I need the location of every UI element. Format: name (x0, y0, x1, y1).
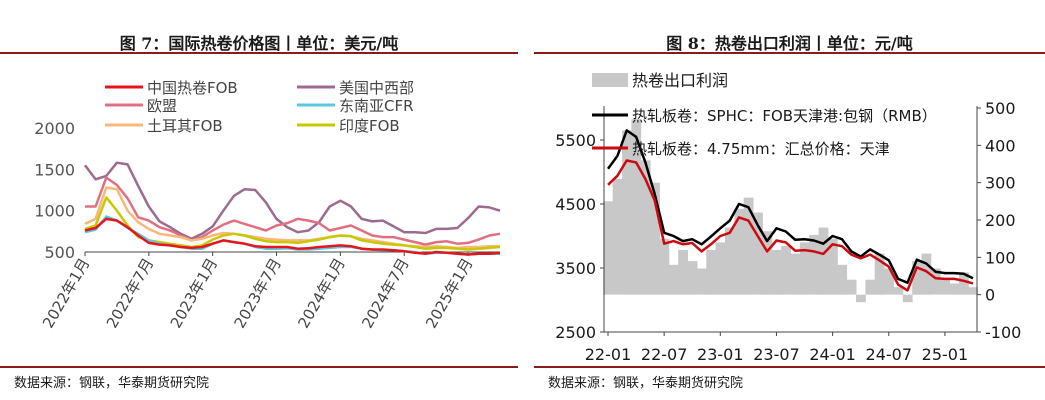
series-line (606, 129, 974, 284)
y-tick-label: 2000 (34, 119, 75, 138)
profit-bar (603, 201, 614, 295)
legend-label: 欧盟 (147, 97, 177, 115)
profit-bar (940, 279, 951, 295)
legend-label: 东南亚CFR (339, 97, 414, 115)
series-line (85, 176, 501, 246)
y-tick-label: 1000 (34, 202, 75, 221)
profit-bar (668, 264, 679, 295)
x-tick-label: 2023年1月 (167, 255, 221, 331)
profit-bar (846, 279, 857, 295)
profit-bar (790, 253, 801, 295)
profit-bar (968, 287, 979, 295)
right-chart-svg: 5500 4500 3500 2500 500 400 300 200 100 0 -100 22-0… (555, 71, 1021, 364)
legend-label: 土耳其FOB (147, 117, 223, 135)
y-tick-label: 2500 (555, 323, 596, 342)
profit-bar (612, 178, 623, 295)
x-tick-label: 23-01 (697, 345, 744, 364)
x-tick-label: 24-01 (809, 345, 856, 364)
profit-bar (715, 242, 726, 295)
right-chart-panel: 图 8：热卷出口利润丨单位：元/吨 5500 4500 3500 2500 500 400… (534, 0, 1045, 400)
profit-bar (959, 272, 969, 295)
profit-bar (650, 182, 660, 295)
series-line (84, 217, 501, 256)
x-tick-label: 2024年7月 (358, 255, 412, 331)
x-tick-label: 23-07 (753, 345, 800, 364)
source-rule (0, 366, 518, 368)
profit-bar (884, 268, 894, 295)
legend-label: 热卷出口利润 (632, 71, 728, 90)
source-note: 数据来源：钢联，华泰期货研究院 (548, 376, 744, 391)
y-tick-label: 1500 (34, 160, 75, 179)
profit-bar (781, 246, 791, 295)
x-tick-label: 22-07 (641, 345, 688, 364)
profit-bar (902, 294, 913, 303)
source-rule (534, 366, 1045, 368)
legend-label: 中国热卷FOB (147, 79, 238, 97)
profit-bar (921, 253, 932, 295)
y2-tick-label: 500 (985, 99, 1016, 118)
profit-bar (771, 249, 782, 295)
x-tick-label: 25-01 (922, 345, 969, 364)
series-line (607, 159, 974, 292)
profit-bar (930, 268, 941, 295)
y2-tick-label: 200 (985, 211, 1016, 230)
title-rule (0, 52, 518, 54)
x-tick-label: 2025年1月 (422, 255, 476, 331)
y-tick-label: 500 (44, 243, 75, 262)
profit-bar (659, 238, 670, 295)
profit-bar (856, 294, 866, 303)
y2-tick-label: 400 (985, 136, 1016, 155)
profit-bar (734, 208, 745, 295)
profit-bar (837, 264, 848, 295)
profit-bar (622, 130, 632, 295)
profit-bar (678, 249, 688, 295)
profit-bar (687, 261, 698, 295)
profit-bar (706, 249, 717, 295)
profit-bar (949, 283, 960, 295)
left-chart-panel: 图 7：国际热卷价格图丨单位：美元/吨 2000 1500 1000 500 2022年… (0, 0, 518, 400)
profit-bar (818, 227, 829, 295)
x-tick-label: 2022年1月 (39, 255, 93, 331)
profit-bar (893, 287, 904, 295)
title-rule (534, 52, 1045, 54)
x-tick-label: 2022年7月 (103, 255, 157, 331)
profit-bar (753, 212, 763, 295)
profit-bar (743, 197, 754, 295)
profit-bar (799, 242, 810, 295)
chart-title: 图 8：热卷出口利润丨单位：元/吨 (666, 34, 913, 53)
y2-tick-label: 0 (985, 286, 995, 305)
series-line (84, 186, 500, 250)
y2-tick-label: 300 (985, 174, 1016, 193)
y-tick-label: 3500 (555, 259, 596, 278)
x-tick-label: 22-01 (585, 345, 632, 364)
legend-label: 印度FOB (339, 117, 400, 135)
profit-bar (828, 238, 838, 295)
profit-bar (640, 160, 651, 295)
y-tick-label: 4500 (555, 195, 596, 214)
y2-tick-label: 100 (985, 248, 1016, 267)
profit-bar (874, 253, 885, 295)
x-tick-label: 2024年1月 (294, 255, 348, 331)
x-tick-label: 24-07 (866, 345, 913, 364)
profit-bar (865, 279, 876, 295)
legend-label: 美国中西部 (339, 79, 414, 97)
profit-bar (912, 261, 922, 295)
profit-bar (696, 268, 707, 295)
chart-title: 图 7：国际热卷价格图丨单位：美元/吨 (119, 34, 399, 53)
profit-bar (809, 234, 819, 295)
legend-label: 热轧板卷：4.75mm：汇总价格：天津 (632, 140, 890, 158)
legend-swatch (592, 73, 628, 87)
profit-bar (631, 119, 642, 295)
series-line (84, 161, 501, 241)
y-tick-label: 5500 (555, 131, 596, 150)
source-note: 数据来源：钢联，华泰期货研究院 (14, 376, 210, 391)
profit-bar (762, 231, 773, 295)
x-tick-label: 2023年7月 (231, 255, 285, 331)
profit-bar (725, 227, 735, 295)
y2-tick-label: -100 (985, 323, 1021, 342)
legend-label: 热轧板卷：SPHC：FOB天津港:包钢（RMB） (632, 107, 937, 125)
